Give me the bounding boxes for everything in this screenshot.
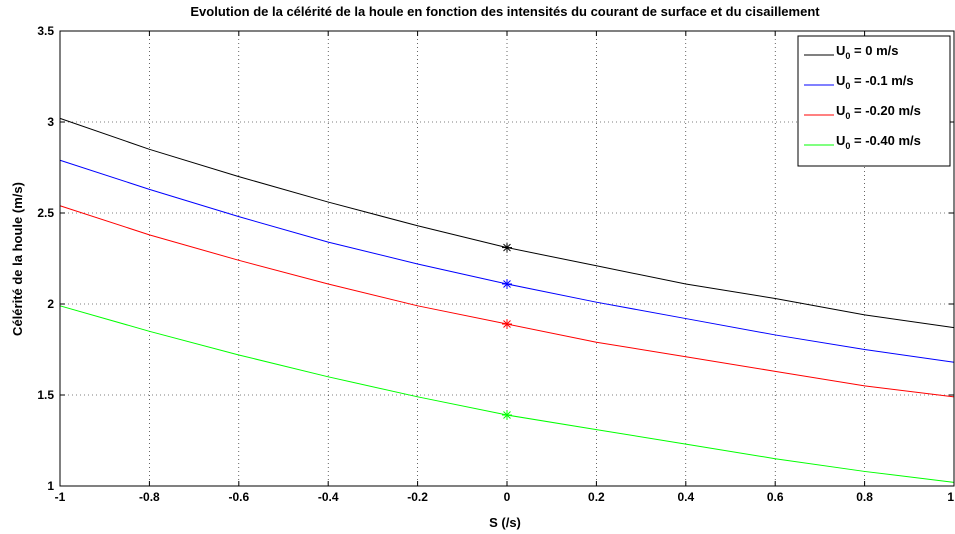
- legend-box: [797, 35, 951, 167]
- x-tick-label: -0.8: [139, 490, 160, 504]
- x-tick-label: -0.6: [228, 490, 249, 504]
- x-tick-label: -0.2: [407, 490, 428, 504]
- y-axis-label: Célérité de la houle (m/s): [10, 182, 25, 336]
- x-tick-label: 1: [947, 490, 954, 504]
- x-tick-label: 0.6: [767, 490, 784, 504]
- series-4: [59, 305, 955, 483]
- series-1: [59, 117, 955, 329]
- legend-item: U0 = 0 m/s: [804, 43, 898, 61]
- x-tick-label: 0.4: [677, 490, 694, 504]
- series-marker: [502, 319, 512, 330]
- legend: U0 = 0 m/s U0 = -0.1 m/s U0 = -0.20 m/s U0 …: [797, 35, 951, 167]
- legend-label: U0 = 0 m/s: [836, 43, 898, 61]
- x-axis-label: S (/s): [489, 515, 521, 530]
- series-2: [59, 159, 955, 363]
- tick-labels: -1 -0.8 -0.6 -0.4 -0.2 0 0.2 0.4 0.6 0.8 1 1 1.5 2 2.5…: [37, 24, 954, 504]
- legend-label: U0 = -0.40 m/s: [836, 133, 921, 151]
- x-tick-label: 0: [504, 490, 511, 504]
- x-tick-label: -0.4: [318, 490, 339, 504]
- series-3: [59, 205, 955, 398]
- y-tick-label: 1.5: [37, 388, 54, 402]
- series-layer: [59, 117, 955, 483]
- series-marker: [502, 410, 512, 421]
- series-marker: [502, 242, 512, 253]
- x-tick-label: 0.8: [856, 490, 873, 504]
- y-tick-label: 2.5: [37, 206, 54, 220]
- axes: [59, 30, 955, 487]
- legend-item: U0 = -0.40 m/s: [804, 133, 921, 151]
- chart-title: Evolution de la célérité de la houle en …: [190, 4, 820, 19]
- legend-item: U0 = -0.1 m/s: [804, 73, 914, 91]
- legend-item: U0 = -0.20 m/s: [804, 103, 921, 121]
- legend-label: U0 = -0.20 m/s: [836, 103, 921, 121]
- series-marker: [502, 278, 512, 289]
- y-tick-label: 3.5: [37, 24, 54, 38]
- legend-label: U0 = -0.1 m/s: [836, 73, 914, 91]
- x-tick-label: 0.2: [588, 490, 605, 504]
- y-tick-label: 2: [47, 297, 54, 311]
- y-tick-label: 1: [47, 479, 54, 493]
- y-tick-label: 3: [47, 115, 54, 129]
- x-tick-label: -1: [55, 490, 66, 504]
